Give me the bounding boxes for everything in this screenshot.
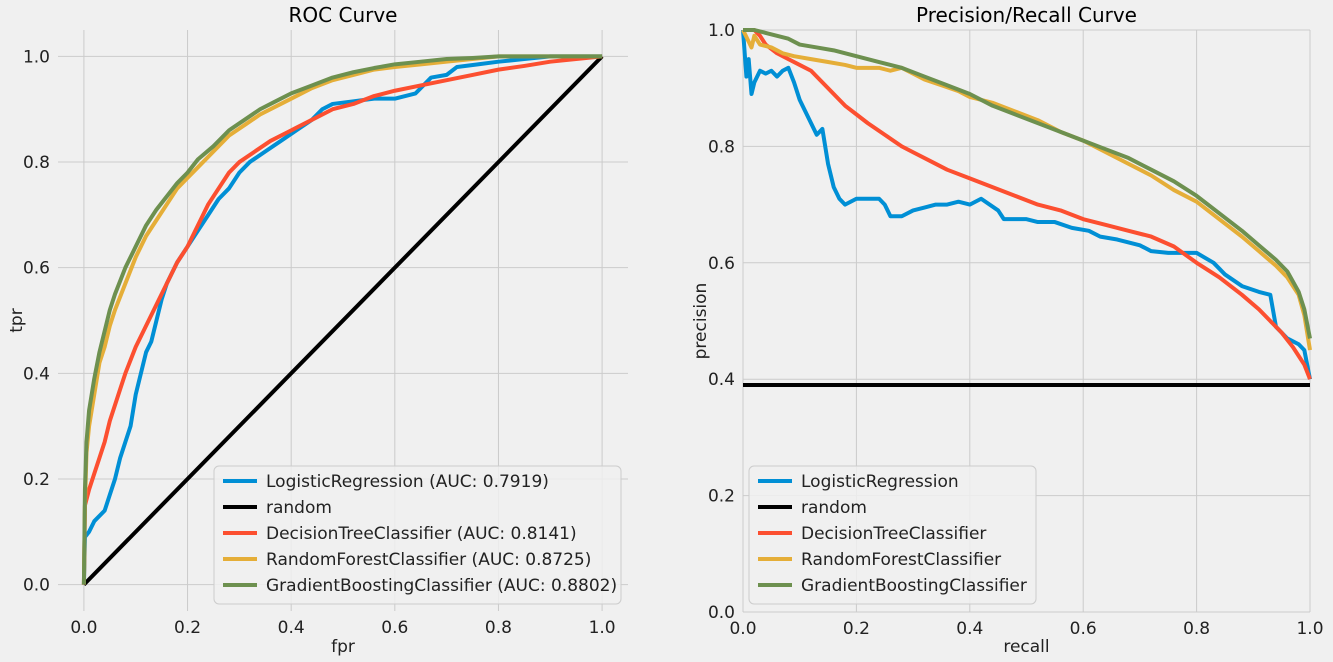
y-axis-label: tpr xyxy=(7,308,27,332)
legend-label: DecisionTreeClassifier xyxy=(801,524,986,544)
y-tick-label: 0.6 xyxy=(708,254,735,274)
legend: LogisticRegression (AUC: 0.7919) random De… xyxy=(213,465,622,605)
y-tick-label: 1.0 xyxy=(708,21,735,41)
chart-title: ROC Curve xyxy=(289,3,398,27)
series-line-logisticregression xyxy=(741,29,1312,380)
x-tick-label: 1.0 xyxy=(1296,619,1323,639)
series-group xyxy=(741,28,1312,388)
legend-box xyxy=(213,465,622,605)
x-tick-label: 0.8 xyxy=(1183,619,1210,639)
legend-label: RandomForestClassifier (AUC: 0.8725) xyxy=(266,550,591,570)
x-tick-label: 0.6 xyxy=(1070,619,1097,639)
grid xyxy=(58,30,628,611)
series-line-decisiontreeclassifier xyxy=(743,28,1312,380)
x-axis-label: fpr xyxy=(331,637,355,657)
legend-label: RandomForestClassifier xyxy=(801,550,1001,570)
x-tick-label: 0.2 xyxy=(843,619,870,639)
x-tick-label: 0.0 xyxy=(70,618,97,638)
x-tick-label: 0.6 xyxy=(381,618,408,638)
chart-title: Precision/Recall Curve xyxy=(916,3,1137,27)
series-line-randomforestclassifier xyxy=(81,54,603,585)
y-tick-label: 0.8 xyxy=(23,153,50,173)
y-tick-label: 0.8 xyxy=(708,137,735,157)
series-group xyxy=(81,54,604,586)
x-tick-label: 0.4 xyxy=(956,619,983,639)
series-line-gradientboostingclassifier xyxy=(81,54,603,585)
x-tick-label: 0.2 xyxy=(174,618,201,638)
y-tick-label: 0.0 xyxy=(23,576,50,596)
precision-recall-chart: 0.0 0.2 0.4 0.6 0.8 1.0 0.0 0.2 0.4 0.6 0.8 1.0 Prec… xyxy=(691,3,1324,657)
x-tick-label: 0.0 xyxy=(729,619,756,639)
legend-label: random xyxy=(801,498,867,518)
y-tick-label: 0.2 xyxy=(708,487,735,507)
series-line-gradientboostingclassifier xyxy=(743,28,1312,339)
x-tick-label: 0.8 xyxy=(485,618,512,638)
y-tick-label: 0.2 xyxy=(23,470,50,490)
series-line-decisiontreeclassifier xyxy=(81,54,603,585)
x-tick-label: 0.4 xyxy=(278,618,305,638)
legend-label: GradientBoostingClassifier xyxy=(801,576,1027,596)
legend-label: GradientBoostingClassifier (AUC: 0.8802) xyxy=(266,576,617,596)
roc-chart: 0.0 0.2 0.4 0.6 0.8 1.0 0.0 0.2 0.4 0.6 0.8 1.0 ROC … xyxy=(7,3,628,657)
legend-label: LogisticRegression (AUC: 0.7919) xyxy=(266,472,549,492)
legend-label: LogisticRegression xyxy=(801,472,959,492)
y-tick-label: 0.4 xyxy=(708,370,735,390)
legend-label: DecisionTreeClassifier (AUC: 0.8141) xyxy=(266,524,577,544)
series-line-random xyxy=(82,55,604,586)
series-line-logisticregression xyxy=(81,54,603,585)
legend-box xyxy=(748,465,1037,605)
y-axis-label: precision xyxy=(691,283,711,360)
x-tick-label: 1.0 xyxy=(589,618,616,638)
y-tick-label: 1.0 xyxy=(23,47,50,67)
legend: LogisticRegression random DecisionTreeClas… xyxy=(748,465,1037,605)
y-tick-label: 0.4 xyxy=(23,364,50,384)
x-axis-label: recall xyxy=(1003,637,1049,657)
y-tick-label: 0.0 xyxy=(708,603,735,623)
y-tick-label: 0.6 xyxy=(23,259,50,279)
legend-label: random xyxy=(266,498,332,518)
